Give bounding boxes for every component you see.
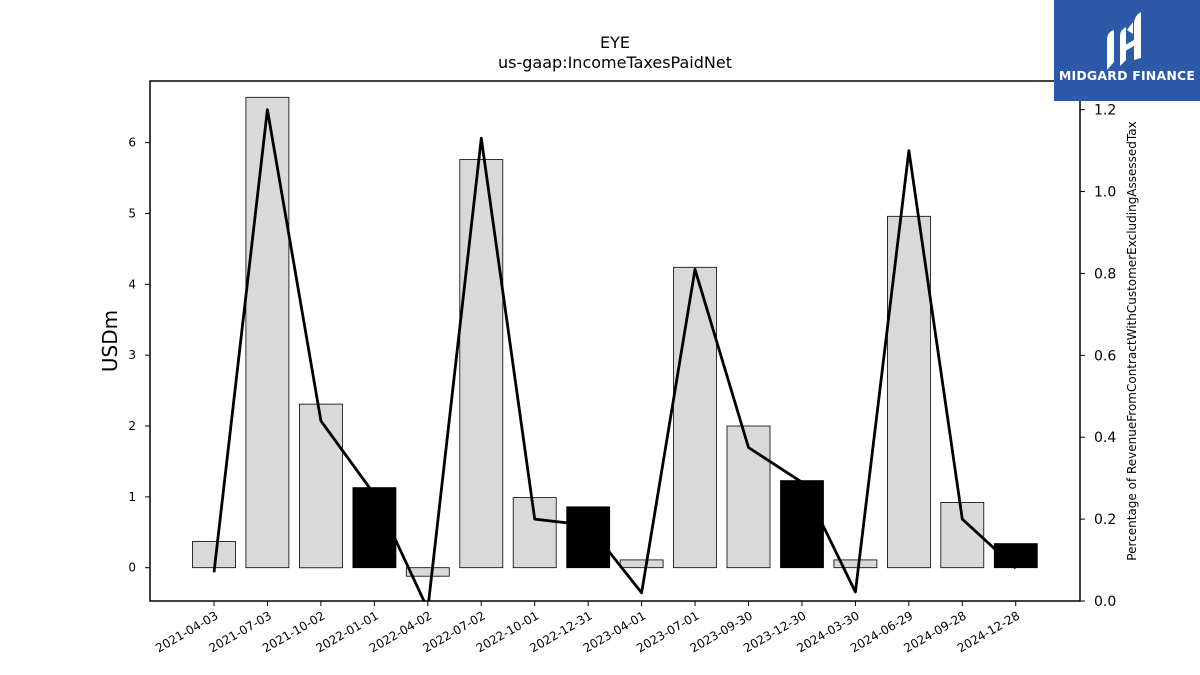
- logo-text: MIDGARD FINANCE: [1058, 68, 1196, 83]
- y2-tick-label: 0.6: [1094, 348, 1116, 364]
- y2-tick-label: 0.0: [1094, 594, 1116, 610]
- y-tick-label: 4: [128, 277, 136, 291]
- y-tick-label: 2: [128, 419, 136, 433]
- y-axis-label: USDm: [98, 310, 122, 372]
- bar-2022-10-01: [512, 497, 557, 569]
- bar-2021-07-03: [245, 96, 290, 569]
- plot-frame: [149, 80, 1081, 602]
- y2-tick-label: 1.2: [1094, 103, 1116, 119]
- bar-2023-04-01: [619, 559, 664, 569]
- y-tick-label: 6: [128, 136, 136, 150]
- bar-2021-10-02: [298, 403, 343, 569]
- bar-2023-09-30: [726, 425, 771, 569]
- bar-2023-12-30: [780, 480, 824, 569]
- chart-title: EYE: [600, 33, 630, 52]
- bar-2022-07-02: [459, 159, 504, 569]
- y-tick-label: 3: [128, 348, 136, 362]
- y2-tick-label: 0.2: [1094, 512, 1116, 528]
- y-tick-label: 1: [128, 490, 136, 504]
- y2-tick-label: 0.4: [1094, 430, 1116, 446]
- y-tick-label: 5: [128, 206, 136, 220]
- line-group: [212, 108, 1017, 601]
- y2-tick-label: 1.0: [1094, 185, 1116, 201]
- x-axis: 2021-04-032021-07-032021-10-022022-01-01…: [153, 601, 1022, 655]
- right-axis: 0.0 0.2 0.4 0.6 0.8 1.0 1.2: [1080, 103, 1116, 610]
- brand-logo: MIDGARD FINANCE: [1054, 0, 1200, 101]
- bar-2023-07-01: [673, 266, 717, 569]
- bar-2022-12-31: [566, 506, 611, 569]
- bar-2022-04-02: [405, 567, 450, 577]
- bar-2024-03-30: [833, 559, 878, 569]
- left-axis: 0 1 2 3 4 5 6: [128, 136, 150, 575]
- y2-tick-label: 0.8: [1094, 266, 1116, 282]
- bars-group: [192, 96, 1038, 577]
- y-tick-label: 0: [128, 561, 136, 575]
- line-series: [212, 108, 1017, 601]
- y2-axis-label: Percentage of RevenueFromContractWithCus…: [1125, 121, 1139, 560]
- midgard-logo-icon: [1107, 12, 1141, 70]
- chart-subtitle: us-gaap:IncomeTaxesPaidNet: [498, 53, 732, 72]
